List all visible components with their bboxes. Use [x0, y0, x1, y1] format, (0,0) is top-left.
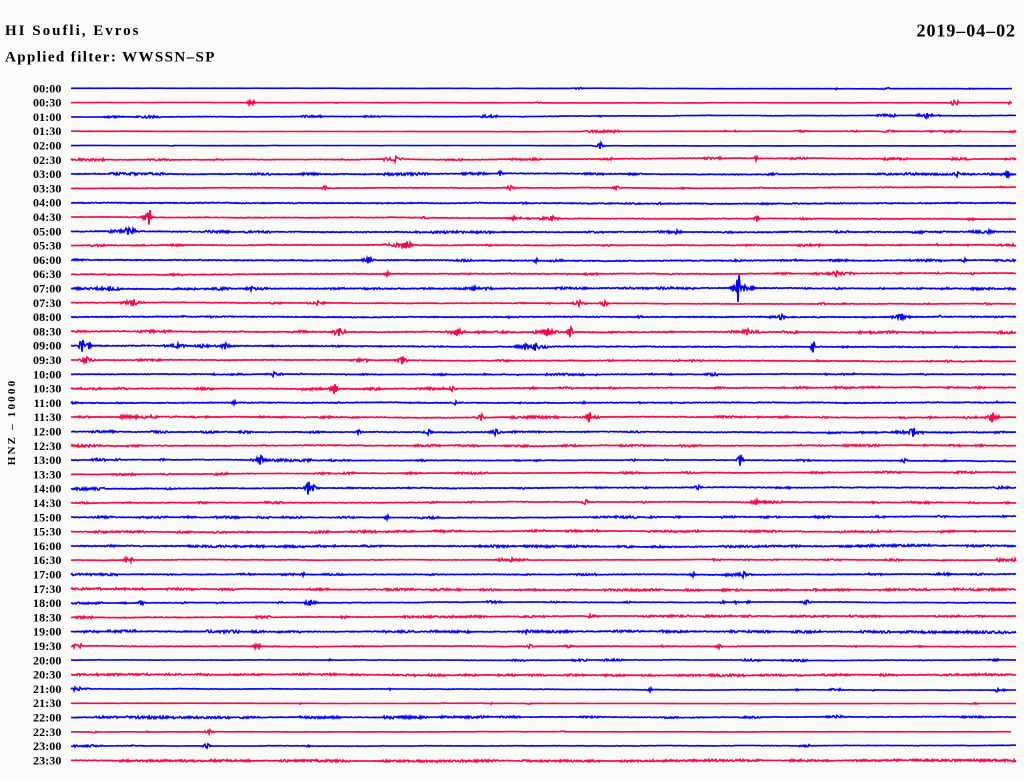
svg-text:08:00: 08:00: [33, 310, 62, 324]
svg-text:18:00: 18:00: [33, 596, 62, 610]
svg-text:14:30: 14:30: [33, 496, 62, 510]
svg-text:23:30: 23:30: [33, 753, 62, 767]
svg-text:21:00: 21:00: [33, 682, 62, 696]
svg-text:21:30: 21:30: [33, 696, 62, 710]
svg-text:03:30: 03:30: [33, 181, 62, 195]
svg-text:22:30: 22:30: [33, 725, 62, 739]
svg-text:03:00: 03:00: [33, 167, 62, 181]
svg-text:10:00: 10:00: [33, 367, 62, 381]
svg-text:17:00: 17:00: [33, 568, 62, 582]
svg-text:06:30: 06:30: [33, 267, 62, 281]
svg-text:15:30: 15:30: [33, 525, 62, 539]
svg-text:19:00: 19:00: [33, 625, 62, 639]
svg-text:04:30: 04:30: [33, 210, 62, 224]
svg-text:11:00: 11:00: [34, 396, 62, 410]
svg-text:2019–04–02: 2019–04–02: [917, 21, 1017, 41]
svg-text:00:30: 00:30: [33, 96, 62, 110]
svg-text:16:30: 16:30: [33, 553, 62, 567]
svg-text:Applied filter: WWSSN–SP: Applied filter: WWSSN–SP: [5, 50, 216, 66]
svg-text:06:00: 06:00: [33, 253, 62, 267]
svg-text:07:30: 07:30: [33, 296, 62, 310]
svg-text:20:30: 20:30: [33, 668, 62, 682]
svg-text:18:30: 18:30: [33, 610, 62, 624]
svg-text:04:00: 04:00: [33, 196, 62, 210]
svg-text:02:30: 02:30: [33, 153, 62, 167]
svg-text:20:00: 20:00: [33, 653, 62, 667]
svg-text:05:30: 05:30: [33, 239, 62, 253]
svg-text:02:00: 02:00: [33, 139, 62, 153]
svg-text:07:00: 07:00: [33, 282, 62, 296]
svg-text:14:00: 14:00: [33, 482, 62, 496]
svg-text:16:00: 16:00: [33, 539, 62, 553]
svg-text:17:30: 17:30: [33, 582, 62, 596]
svg-text:15:00: 15:00: [33, 510, 62, 524]
svg-text:01:00: 01:00: [33, 110, 62, 124]
svg-text:13:00: 13:00: [33, 453, 62, 467]
svg-text:10:30: 10:30: [33, 382, 62, 396]
svg-text:00:00: 00:00: [33, 81, 62, 95]
svg-text:22:00: 22:00: [33, 711, 62, 725]
svg-text:13:30: 13:30: [33, 467, 62, 481]
svg-text:11:30: 11:30: [34, 410, 62, 424]
svg-text:08:30: 08:30: [33, 324, 62, 338]
svg-text:01:30: 01:30: [33, 124, 62, 138]
svg-text:12:30: 12:30: [33, 439, 62, 453]
svg-text:HI Soufli, Evros: HI Soufli, Evros: [5, 23, 141, 39]
svg-text:12:00: 12:00: [33, 425, 62, 439]
svg-text:09:00: 09:00: [33, 339, 62, 353]
svg-text:HNZ – 10000: HNZ – 10000: [6, 379, 18, 466]
svg-text:09:30: 09:30: [33, 353, 62, 367]
svg-text:05:00: 05:00: [33, 224, 62, 238]
svg-text:19:30: 19:30: [33, 639, 62, 653]
svg-text:23:00: 23:00: [33, 739, 62, 753]
